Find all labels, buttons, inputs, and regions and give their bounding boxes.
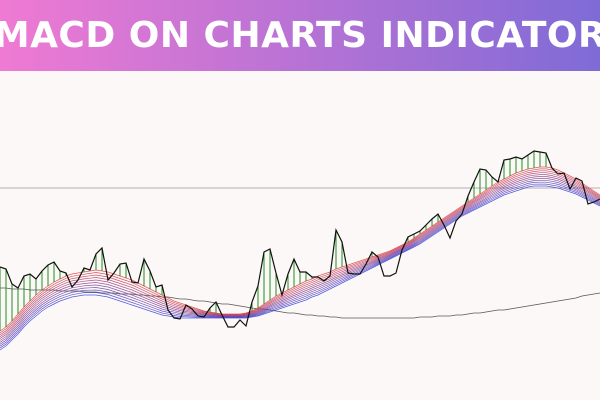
- signal-band-line: [0, 178, 600, 343]
- signal-band-line: [0, 179, 600, 345]
- signal-band-line: [0, 174, 600, 339]
- signal-band-line: [0, 181, 600, 347]
- signal-band-line: [0, 176, 600, 341]
- macd-line: [0, 150, 600, 328]
- signal-band-line: [0, 172, 600, 337]
- signal-band-line: [0, 185, 600, 351]
- macd-chart: [0, 150, 600, 351]
- signal-band-line: [0, 183, 600, 349]
- slow-average-line: [0, 287, 600, 319]
- banner: MACD ON CHARTS INDICATOR: [0, 0, 600, 71]
- chart-area: [0, 71, 600, 400]
- signal-band-line: [0, 170, 600, 336]
- banner-title: MACD ON CHARTS INDICATOR: [0, 15, 600, 56]
- signal-band-line: [0, 168, 600, 334]
